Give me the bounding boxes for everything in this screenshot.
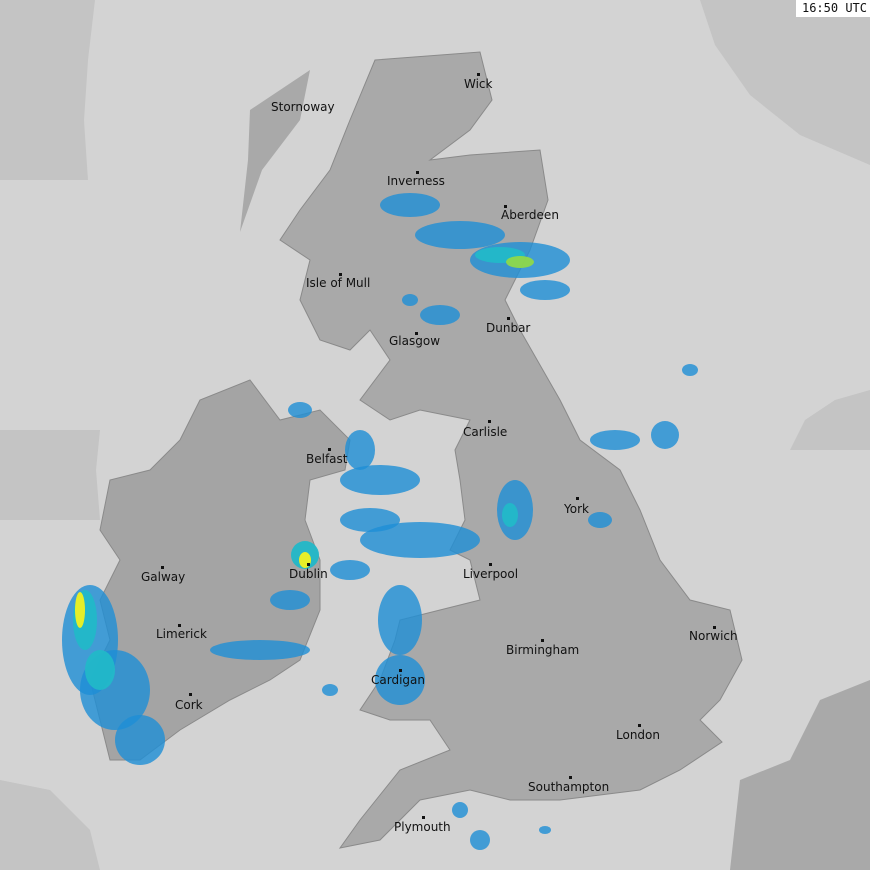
precipitation-layer	[62, 193, 698, 850]
city-label: Inverness	[387, 174, 445, 188]
rain-cell	[590, 430, 640, 450]
city-label: Plymouth	[394, 820, 451, 834]
city-marker	[416, 171, 419, 174]
city-label: Liverpool	[463, 567, 519, 581]
rain-cell	[682, 364, 698, 376]
outer-hebrides	[240, 70, 310, 232]
rain-cell	[322, 684, 338, 696]
city-marker	[189, 693, 192, 696]
rain-cell	[288, 402, 312, 418]
city-label: Stornoway	[271, 100, 335, 114]
city-label: Cork	[175, 698, 203, 712]
city-marker	[504, 205, 507, 208]
city-marker	[638, 724, 641, 727]
city-marker	[339, 273, 342, 276]
city-label: Galway	[141, 570, 186, 584]
rain-cell	[502, 503, 518, 527]
radar-timestamp: 16:50 UTC	[795, 0, 870, 17]
city-marker	[576, 497, 579, 500]
city-marker	[713, 626, 716, 629]
city-marker	[488, 420, 491, 423]
rain-cell	[345, 430, 375, 470]
rain-cell	[378, 585, 422, 655]
city-marker	[477, 73, 480, 76]
rain-cell	[375, 655, 425, 705]
rain-cell	[85, 650, 115, 690]
city-marker	[507, 317, 510, 320]
city-label: Isle of Mull	[306, 276, 371, 290]
city-label: Norwich	[689, 629, 738, 643]
city-marker	[415, 332, 418, 335]
city-label: York	[564, 502, 589, 516]
rain-cell	[470, 830, 490, 850]
rain-cell	[539, 826, 551, 834]
city-marker	[178, 624, 181, 627]
city-marker	[422, 816, 425, 819]
city-marker	[569, 776, 572, 779]
rain-cell	[506, 256, 534, 268]
city-label: Dunbar	[486, 321, 531, 335]
city-label: London	[616, 728, 660, 742]
city-label: Wick	[464, 77, 493, 91]
city-marker	[161, 566, 164, 569]
rain-cell	[75, 592, 85, 628]
rain-cell	[210, 640, 310, 660]
city-label: Carlisle	[463, 425, 508, 439]
city-marker	[541, 639, 544, 642]
rain-cell	[415, 221, 505, 249]
rain-cell	[360, 522, 480, 558]
rain-cell	[380, 193, 440, 217]
rain-cell	[420, 305, 460, 325]
continent-land	[730, 680, 870, 870]
rain-cell	[340, 508, 400, 532]
city-label: Aberdeen	[501, 208, 559, 222]
rain-cell	[588, 512, 612, 528]
rain-cell	[115, 715, 165, 765]
city-label: Southampton	[528, 780, 610, 794]
city-label: Limerick	[156, 627, 207, 641]
rain-cell	[520, 280, 570, 300]
city-label: Dublin	[289, 567, 328, 581]
rain-cell	[651, 421, 679, 449]
city-label: Belfast	[306, 452, 348, 466]
city-label: Cardigan	[371, 673, 425, 687]
city-label: Birmingham	[506, 643, 580, 657]
city-marker	[307, 563, 310, 566]
city-marker	[399, 669, 402, 672]
city-marker	[328, 448, 331, 451]
rain-cell	[270, 590, 310, 610]
rain-cell	[402, 294, 418, 306]
rain-cell	[340, 465, 420, 495]
city-marker	[489, 563, 492, 566]
city-label: Glasgow	[389, 334, 441, 348]
rain-cell	[330, 560, 370, 580]
rain-cell	[452, 802, 468, 818]
